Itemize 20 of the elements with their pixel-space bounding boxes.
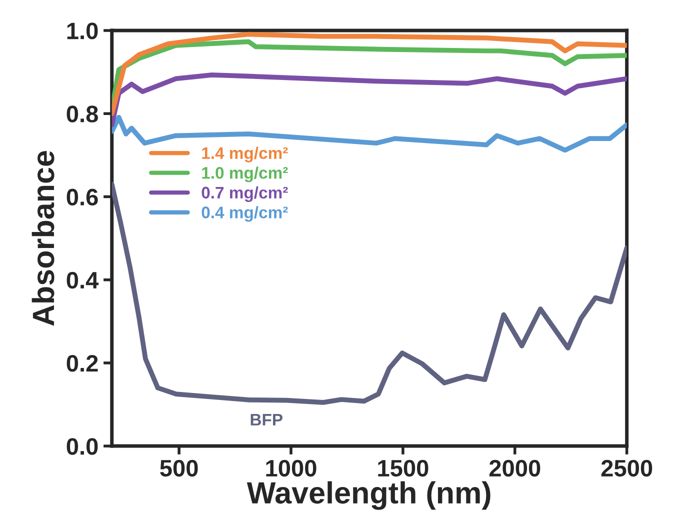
x-tick-label: 2500	[601, 460, 652, 477]
y-tick-label: 0.6	[66, 188, 98, 206]
y-tick-label: 0.2	[66, 355, 98, 372]
legend-label: 0.7 mg/cm²	[202, 186, 288, 202]
y-tick-label: 0.8	[66, 106, 98, 122]
legend-label: 1.4 mg/cm²	[202, 146, 288, 162]
x-tick-label: 1000	[266, 460, 316, 477]
x-tick-label: 2000	[489, 460, 540, 477]
x-axis-title: Wavelength (nm)	[246, 481, 490, 510]
y-axis-title: Absorbance	[32, 151, 54, 326]
line-series	[112, 182, 627, 405]
y-tick-label: 1.0	[67, 22, 98, 40]
y-tick-label: 0.0	[66, 438, 98, 455]
y-tick-label: 0.4	[66, 272, 99, 289]
line-series	[112, 72, 627, 128]
x-tick-label: 1500	[378, 460, 428, 477]
x-tick-label: 500	[160, 460, 198, 477]
legend-label: 1.0 mg/cm²	[202, 166, 288, 182]
legend-label: 0.4 mg/cm²	[202, 206, 288, 222]
annotation: BFP	[250, 414, 282, 426]
